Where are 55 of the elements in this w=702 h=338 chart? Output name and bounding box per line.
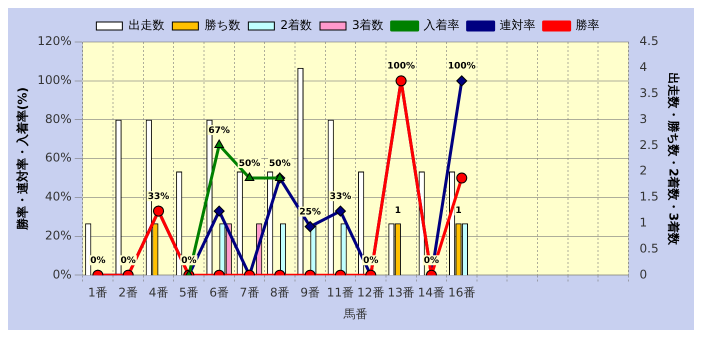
data-label: 0% xyxy=(363,256,378,266)
y2-tick-label: 4 xyxy=(640,60,648,74)
y-tick-label: 0% xyxy=(52,267,72,282)
x-tick-label: 4番 xyxy=(148,286,168,300)
legend-label: 勝ち数 xyxy=(204,18,240,32)
y2-tick-label: 2.5 xyxy=(640,138,659,152)
legend-label: 2着数 xyxy=(280,18,312,32)
legend-label: 出走数 xyxy=(128,18,164,32)
data-label: 50% xyxy=(238,158,260,169)
x-tick-label: 13番 xyxy=(387,286,415,300)
x-tick-label: 8番 xyxy=(270,286,290,300)
data-label: 67% xyxy=(208,126,230,136)
data-label: 0% xyxy=(424,256,440,266)
y-tick-label: 80% xyxy=(45,112,72,126)
y2-tick-label: 2 xyxy=(640,164,648,178)
x-tick-label: 6番 xyxy=(209,286,229,300)
x-tick-label: 14番 xyxy=(418,286,446,300)
y-tick-label: 20% xyxy=(45,228,72,242)
y-tick-label: 100% xyxy=(37,72,72,87)
y2-tick-label: 0.5 xyxy=(640,241,659,256)
y2-axis-title: 出走数・勝ち数・2着数・3着数 xyxy=(666,72,681,246)
data-label: 1 xyxy=(455,206,462,216)
y2-tick-label: 1.5 xyxy=(640,190,659,204)
data-label: 0% xyxy=(181,256,196,266)
legend-label: 入着率 xyxy=(424,18,460,32)
y-tick-label: 120% xyxy=(37,34,72,48)
y2-tick-label: 3.5 xyxy=(640,86,659,100)
x-tick-label: 11番 xyxy=(326,286,354,300)
data-label: 0% xyxy=(90,256,106,266)
y2-tick-label: 0 xyxy=(640,267,648,282)
data-label: 33% xyxy=(148,192,170,202)
y-tick-label: 60% xyxy=(45,150,72,165)
y2-tick-label: 3 xyxy=(640,112,648,126)
y-axis-title: 勝率・連対率・入着率(%) xyxy=(15,87,30,232)
x-tick-label: 16番 xyxy=(448,286,476,300)
data-label: 33% xyxy=(330,192,352,202)
x-tick-label: 5番 xyxy=(179,286,199,300)
x-tick-label: 9番 xyxy=(300,286,320,300)
x-tick-label: 7番 xyxy=(240,286,260,300)
y2-tick-label: 1 xyxy=(640,216,648,230)
x-tick-label: 2番 xyxy=(118,286,138,300)
x-tick-label: 12番 xyxy=(357,286,384,300)
legend-label: 3着数 xyxy=(352,18,384,32)
data-label: 100% xyxy=(387,62,415,72)
y2-tick-label: 4.5 xyxy=(640,34,659,48)
data-label: 50% xyxy=(269,158,291,169)
data-label: 25% xyxy=(299,207,321,218)
data-label: 1 xyxy=(394,206,402,216)
x-axis-title: 馬番 xyxy=(342,306,368,321)
y-tick-label: 40% xyxy=(45,190,72,204)
data-label: 100% xyxy=(448,62,476,72)
data-label: 0% xyxy=(120,256,136,266)
x-tick-label: 1番 xyxy=(88,286,108,300)
legend-label: 連対率 xyxy=(500,18,536,32)
legend-label: 勝率 xyxy=(576,18,600,32)
